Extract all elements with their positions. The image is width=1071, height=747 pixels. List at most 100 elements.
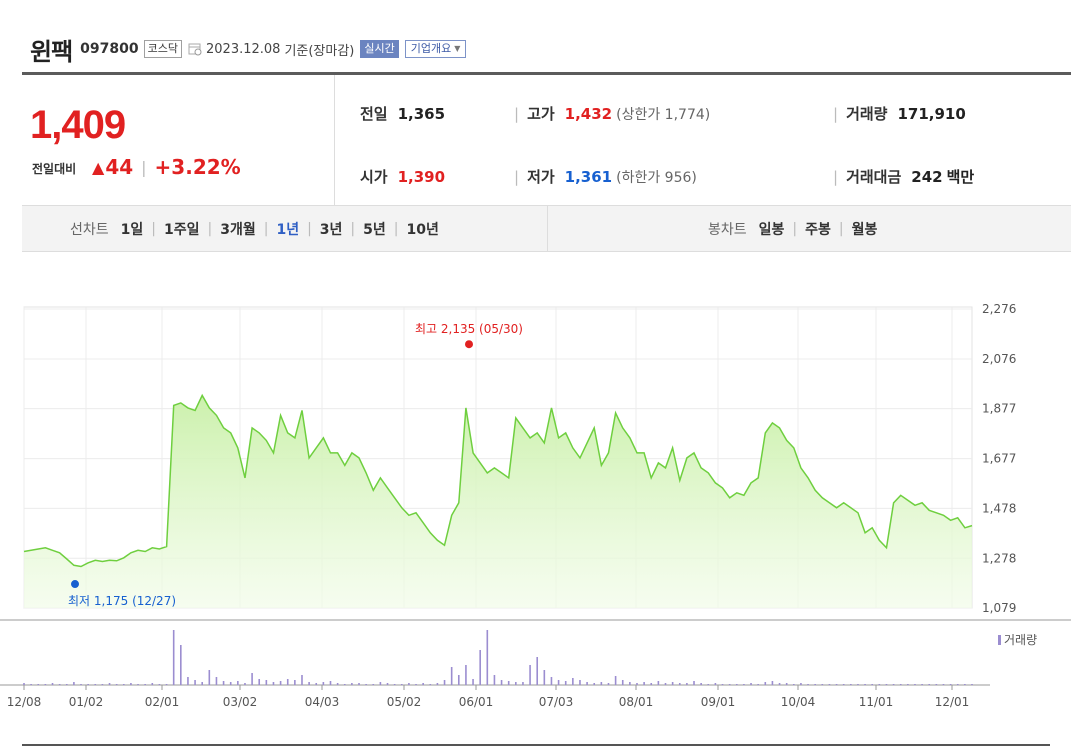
volume-bar	[315, 683, 318, 685]
volume-bar	[536, 657, 539, 685]
volume-bar	[408, 683, 410, 685]
volume-label: 거래량	[846, 105, 888, 123]
volume-bar	[664, 683, 667, 685]
volume-bar	[436, 683, 439, 685]
volume-bar	[785, 683, 788, 685]
upper-limit: (상한가 1,774)	[616, 107, 711, 123]
tab-3m[interactable]: 3개월	[220, 222, 256, 238]
volume-bar	[971, 684, 973, 685]
line-chart-label: 선차트	[70, 222, 109, 238]
volume-bar	[286, 679, 289, 685]
low-item: | 저가 1,361 (하한가 956)	[514, 166, 697, 187]
volume-bar	[586, 682, 588, 685]
volume-bar	[935, 684, 938, 685]
tab-3y[interactable]: 3년	[319, 222, 343, 238]
volume-bar	[821, 684, 824, 685]
divider: |	[393, 221, 399, 237]
y-tick-label: 1,079	[982, 601, 1016, 615]
volume-bar	[807, 684, 809, 685]
volume-bar	[621, 680, 624, 685]
volume-bar	[65, 684, 68, 685]
tab-5y[interactable]: 5년	[363, 222, 386, 238]
volume-bar	[714, 683, 717, 685]
volume-bar	[73, 682, 75, 685]
volume-bar	[336, 683, 339, 685]
divider: |	[207, 221, 213, 237]
volume-bar	[329, 681, 332, 685]
tab-weekly-candle[interactable]: 주봉	[805, 222, 831, 238]
volume-bar	[878, 684, 881, 685]
divider: |	[141, 157, 147, 177]
price-line	[23, 393, 973, 568]
realtime-button[interactable]: 실시간	[360, 40, 399, 58]
prev-close-value: 1,365	[397, 105, 446, 123]
volume-bar	[244, 683, 246, 685]
volume-bar	[914, 684, 916, 685]
volume-bar	[108, 683, 111, 685]
tab-1w[interactable]: 1주일	[163, 222, 200, 238]
volume-bar	[272, 682, 275, 685]
volume-bar	[180, 645, 182, 685]
volume-bar	[122, 684, 125, 685]
divider: |	[151, 221, 156, 237]
change-value: ▲ 44 | +3.22%	[92, 155, 241, 179]
x-tick-label: 08/01	[619, 695, 654, 709]
calendar-icon	[188, 43, 202, 56]
volume-bar	[857, 684, 859, 685]
trade-value: 242	[911, 168, 943, 186]
volume-bar	[372, 684, 375, 685]
volume-bar	[101, 684, 104, 685]
volume-bar	[58, 684, 61, 685]
volume-bar	[693, 681, 695, 685]
volume-bar	[479, 650, 481, 685]
change-label: 전일대비	[32, 162, 77, 176]
volume-bar	[201, 682, 203, 685]
stock-header: 윈팩 097800 코스닥 2023.12.08 기준(장마감) 실시간 기업개…	[30, 34, 467, 66]
volume-bar	[94, 684, 97, 685]
volume-bar	[415, 684, 417, 685]
line-chart-tabs: 선차트 1일 | 1주일 | 3개월 | 1년 | 3년 | 5년 | 10년	[70, 206, 441, 252]
volume-bar	[771, 681, 774, 685]
volume-bar	[137, 684, 139, 685]
high-value: 1,432	[564, 105, 613, 123]
volume-item: | 거래량 171,910	[833, 103, 966, 124]
divider: |	[792, 221, 798, 237]
candle-chart-label: 봉차트	[708, 222, 747, 238]
volume-bar	[636, 683, 638, 685]
volume-bar	[87, 684, 89, 685]
y-tick-label: 1,677	[982, 452, 1016, 466]
open-value: 1,390	[397, 168, 446, 186]
volume-bar	[343, 684, 346, 685]
tab-1y[interactable]: 1년	[276, 222, 300, 238]
tab-divider	[547, 206, 548, 252]
volume-bar	[750, 683, 752, 685]
volume-bar	[678, 683, 681, 685]
volume-bar	[37, 684, 40, 685]
y-tick-label: 1,877	[982, 402, 1016, 416]
trade-value-label: 거래대금	[846, 168, 902, 186]
volume-bar	[686, 683, 688, 685]
volume-bar	[515, 682, 517, 685]
volume-bar	[657, 681, 660, 685]
x-tick-label: 04/03	[305, 695, 340, 709]
volume-bar	[871, 684, 874, 685]
volume-bar	[30, 684, 32, 685]
volume-bar	[614, 676, 617, 685]
volume-bar	[522, 682, 524, 685]
divider: |	[307, 221, 312, 237]
volume-bar	[172, 630, 175, 685]
tab-1d[interactable]: 1일	[120, 222, 144, 238]
volume-bar	[764, 682, 767, 685]
volume-bars	[23, 630, 973, 685]
divider: |	[350, 221, 356, 237]
volume-bar	[700, 683, 702, 685]
tab-daily-candle[interactable]: 일봉	[758, 222, 785, 238]
volume-bar	[322, 682, 325, 685]
tab-monthly-candle[interactable]: 월봉	[851, 222, 878, 238]
open-item: 시가 1,390	[360, 166, 445, 187]
company-overview-dropdown[interactable]: 기업개요 ▼	[404, 40, 467, 58]
volume-bar	[800, 683, 802, 685]
tab-10y[interactable]: 10년	[406, 222, 439, 238]
price-area	[24, 395, 972, 608]
volume-bar	[151, 683, 154, 685]
